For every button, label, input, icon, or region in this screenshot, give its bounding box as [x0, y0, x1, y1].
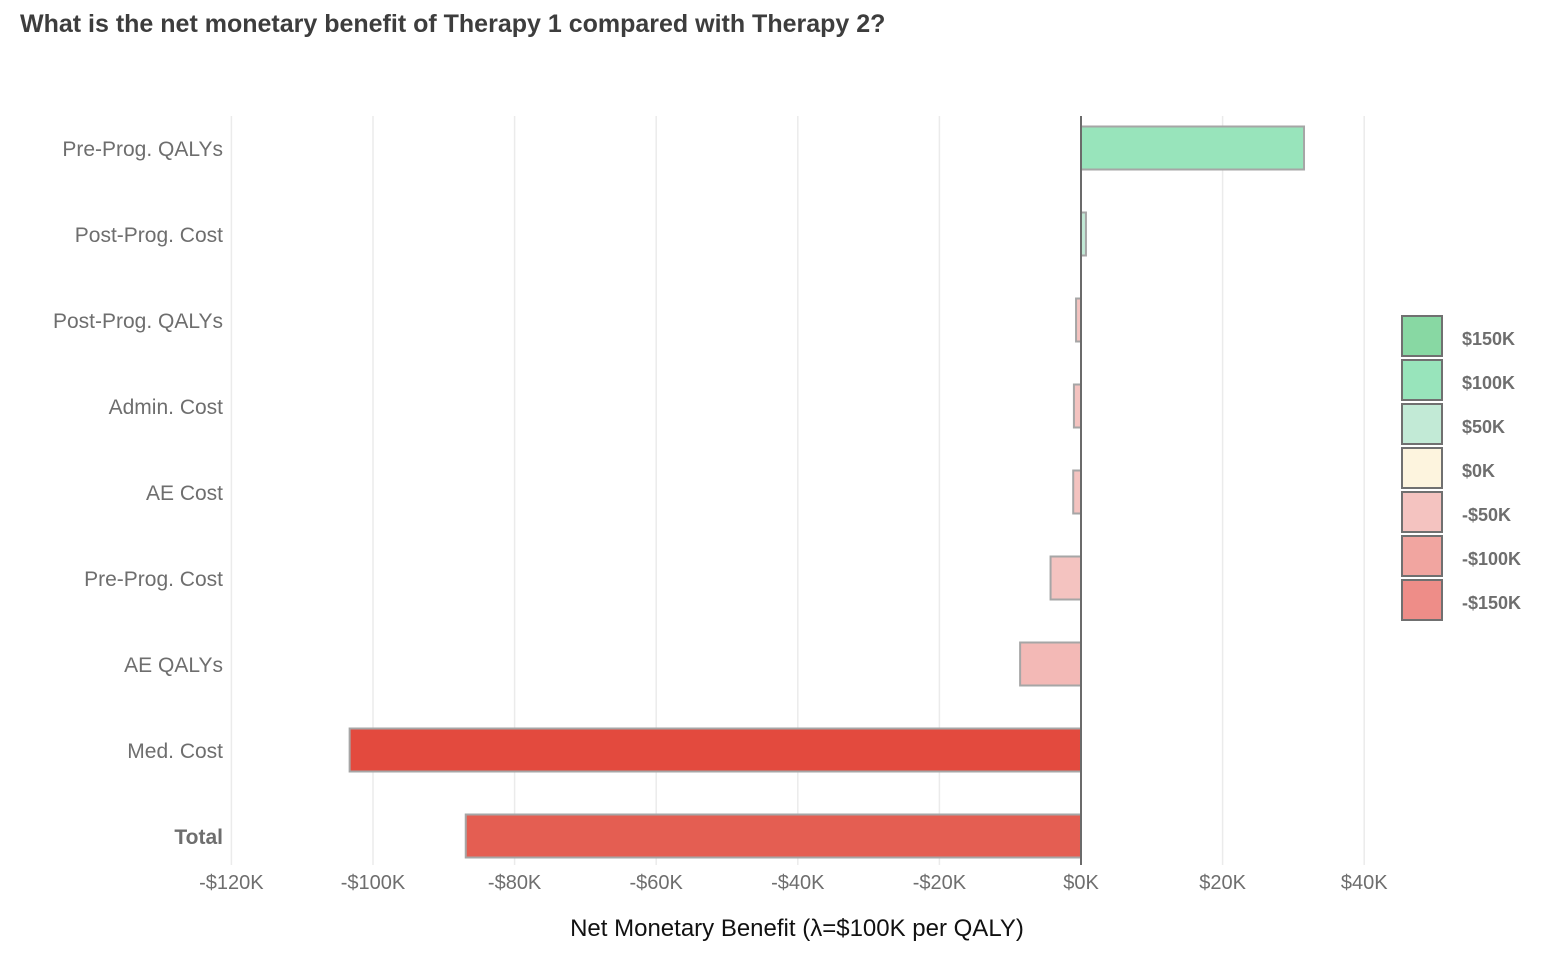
- legend: $150K $100K $50K $0K -$50K -$100K -$150K: [1401, 315, 1521, 621]
- legend-swatch: [1401, 491, 1443, 533]
- legend-swatch: [1401, 403, 1443, 445]
- category-label: AE Cost: [146, 482, 223, 505]
- category-label: Pre-Prog. Cost: [84, 568, 223, 591]
- bar: [348, 727, 1082, 773]
- x-tick-label: -$20K: [913, 872, 967, 894]
- bar: [1072, 383, 1083, 429]
- grid-layer: [230, 116, 1365, 865]
- bar-layer: [348, 125, 1306, 859]
- bar: [1072, 469, 1083, 515]
- x-tick-label: $0K: [1063, 872, 1099, 894]
- x-tick-label: -$60K: [630, 872, 684, 894]
- x-tick-label: -$100K: [341, 872, 406, 894]
- x-tick-label: -$80K: [488, 872, 542, 894]
- category-label: Post-Prog. QALYs: [53, 310, 223, 333]
- legend-label: $150K: [1462, 329, 1515, 349]
- legend-label: -$50K: [1462, 505, 1511, 525]
- bar: [464, 813, 1082, 859]
- category-label: Med. Cost: [127, 740, 223, 763]
- bar: [1019, 641, 1082, 687]
- bar: [1049, 555, 1083, 601]
- x-tick-label: -$40K: [771, 872, 825, 894]
- category-label: Pre-Prog. QALYs: [62, 138, 223, 161]
- legend-label: $50K: [1462, 417, 1505, 437]
- x-tick-labels: -$120K -$100K -$80K -$60K -$40K -$20K $0K $20K $…: [199, 872, 1388, 894]
- x-tick-label: $20K: [1199, 872, 1246, 894]
- chart-title: What is the net monetary benefit of Ther…: [20, 10, 886, 38]
- category-label: Total: [174, 826, 223, 849]
- category-label: Post-Prog. Cost: [75, 224, 223, 247]
- legend-swatch: [1401, 359, 1443, 401]
- bar: [1080, 125, 1306, 171]
- x-tick-label: $40K: [1341, 872, 1388, 894]
- legend-swatch: [1401, 447, 1443, 489]
- legend-label: $0K: [1462, 461, 1495, 481]
- category-labels: Pre-Prog. QALYs Post-Prog. Cost Post-Prog.…: [53, 138, 223, 849]
- x-axis-title: Net Monetary Benefit (λ=$100K per QALY): [570, 915, 1024, 942]
- legend-label: -$100K: [1462, 549, 1521, 569]
- legend-swatch: [1401, 579, 1443, 621]
- x-tick-label: -$120K: [199, 872, 264, 894]
- category-label: Admin. Cost: [109, 396, 224, 419]
- legend-swatch: [1401, 535, 1443, 577]
- legend-swatch: [1401, 315, 1443, 357]
- legend-label: -$150K: [1462, 593, 1521, 613]
- category-label: AE QALYs: [124, 654, 223, 677]
- legend-label: $100K: [1462, 373, 1515, 393]
